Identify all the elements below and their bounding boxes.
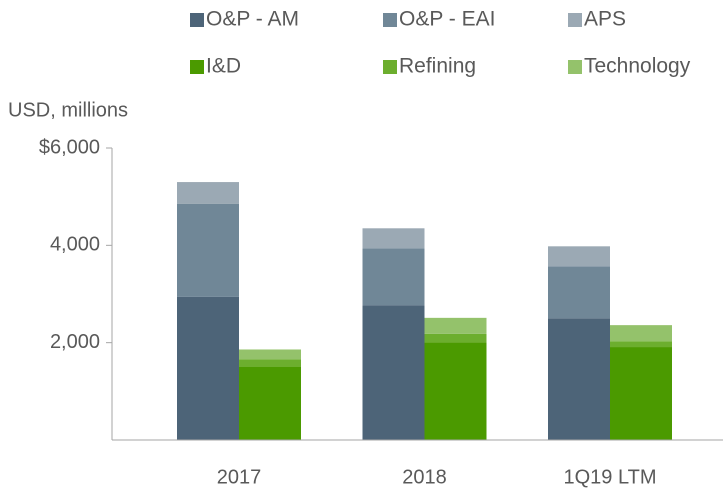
legend-swatch (568, 13, 582, 27)
legend-swatch (568, 60, 582, 74)
bar-segment (362, 248, 425, 306)
x-tick-label: 2017 (217, 466, 262, 488)
bar-segment (548, 318, 610, 440)
bar-segment (362, 305, 425, 440)
bar-segment (177, 182, 239, 204)
bar-segment (239, 349, 301, 360)
bar-segment (424, 317, 487, 334)
legend-swatch (190, 60, 204, 74)
legend-label: Technology (584, 55, 691, 78)
bar-segment (424, 342, 487, 440)
y-axis-label: USD, millions (8, 99, 128, 121)
legend-label: O&P - EAI (399, 8, 495, 31)
y-tick-label: $6,000 (39, 136, 100, 158)
legend-swatch (190, 13, 204, 27)
bar-segment (610, 347, 672, 440)
y-tick-label: 4,000 (50, 234, 100, 256)
bar-segment (424, 333, 487, 343)
legend-label: APS (584, 8, 626, 31)
bar-segment (239, 367, 301, 440)
bar-segment (610, 341, 672, 348)
bar-segment (362, 228, 425, 249)
x-tick-label: 1Q19 LTM (564, 466, 657, 488)
bar-segment (177, 203, 239, 297)
legend-label: O&P - AM (206, 8, 299, 31)
legend-swatch (383, 60, 397, 74)
bar-segment (548, 266, 610, 319)
bar-segment (610, 325, 672, 342)
bar-segment (239, 359, 301, 367)
legend-label: I&D (206, 55, 241, 78)
legend-label: Refining (399, 55, 476, 78)
legend-swatch (383, 13, 397, 27)
x-tick-label: 2018 (402, 466, 447, 488)
y-tick-label: 2,000 (50, 331, 100, 353)
bar-segment (548, 246, 610, 267)
bar-segment (177, 296, 239, 440)
